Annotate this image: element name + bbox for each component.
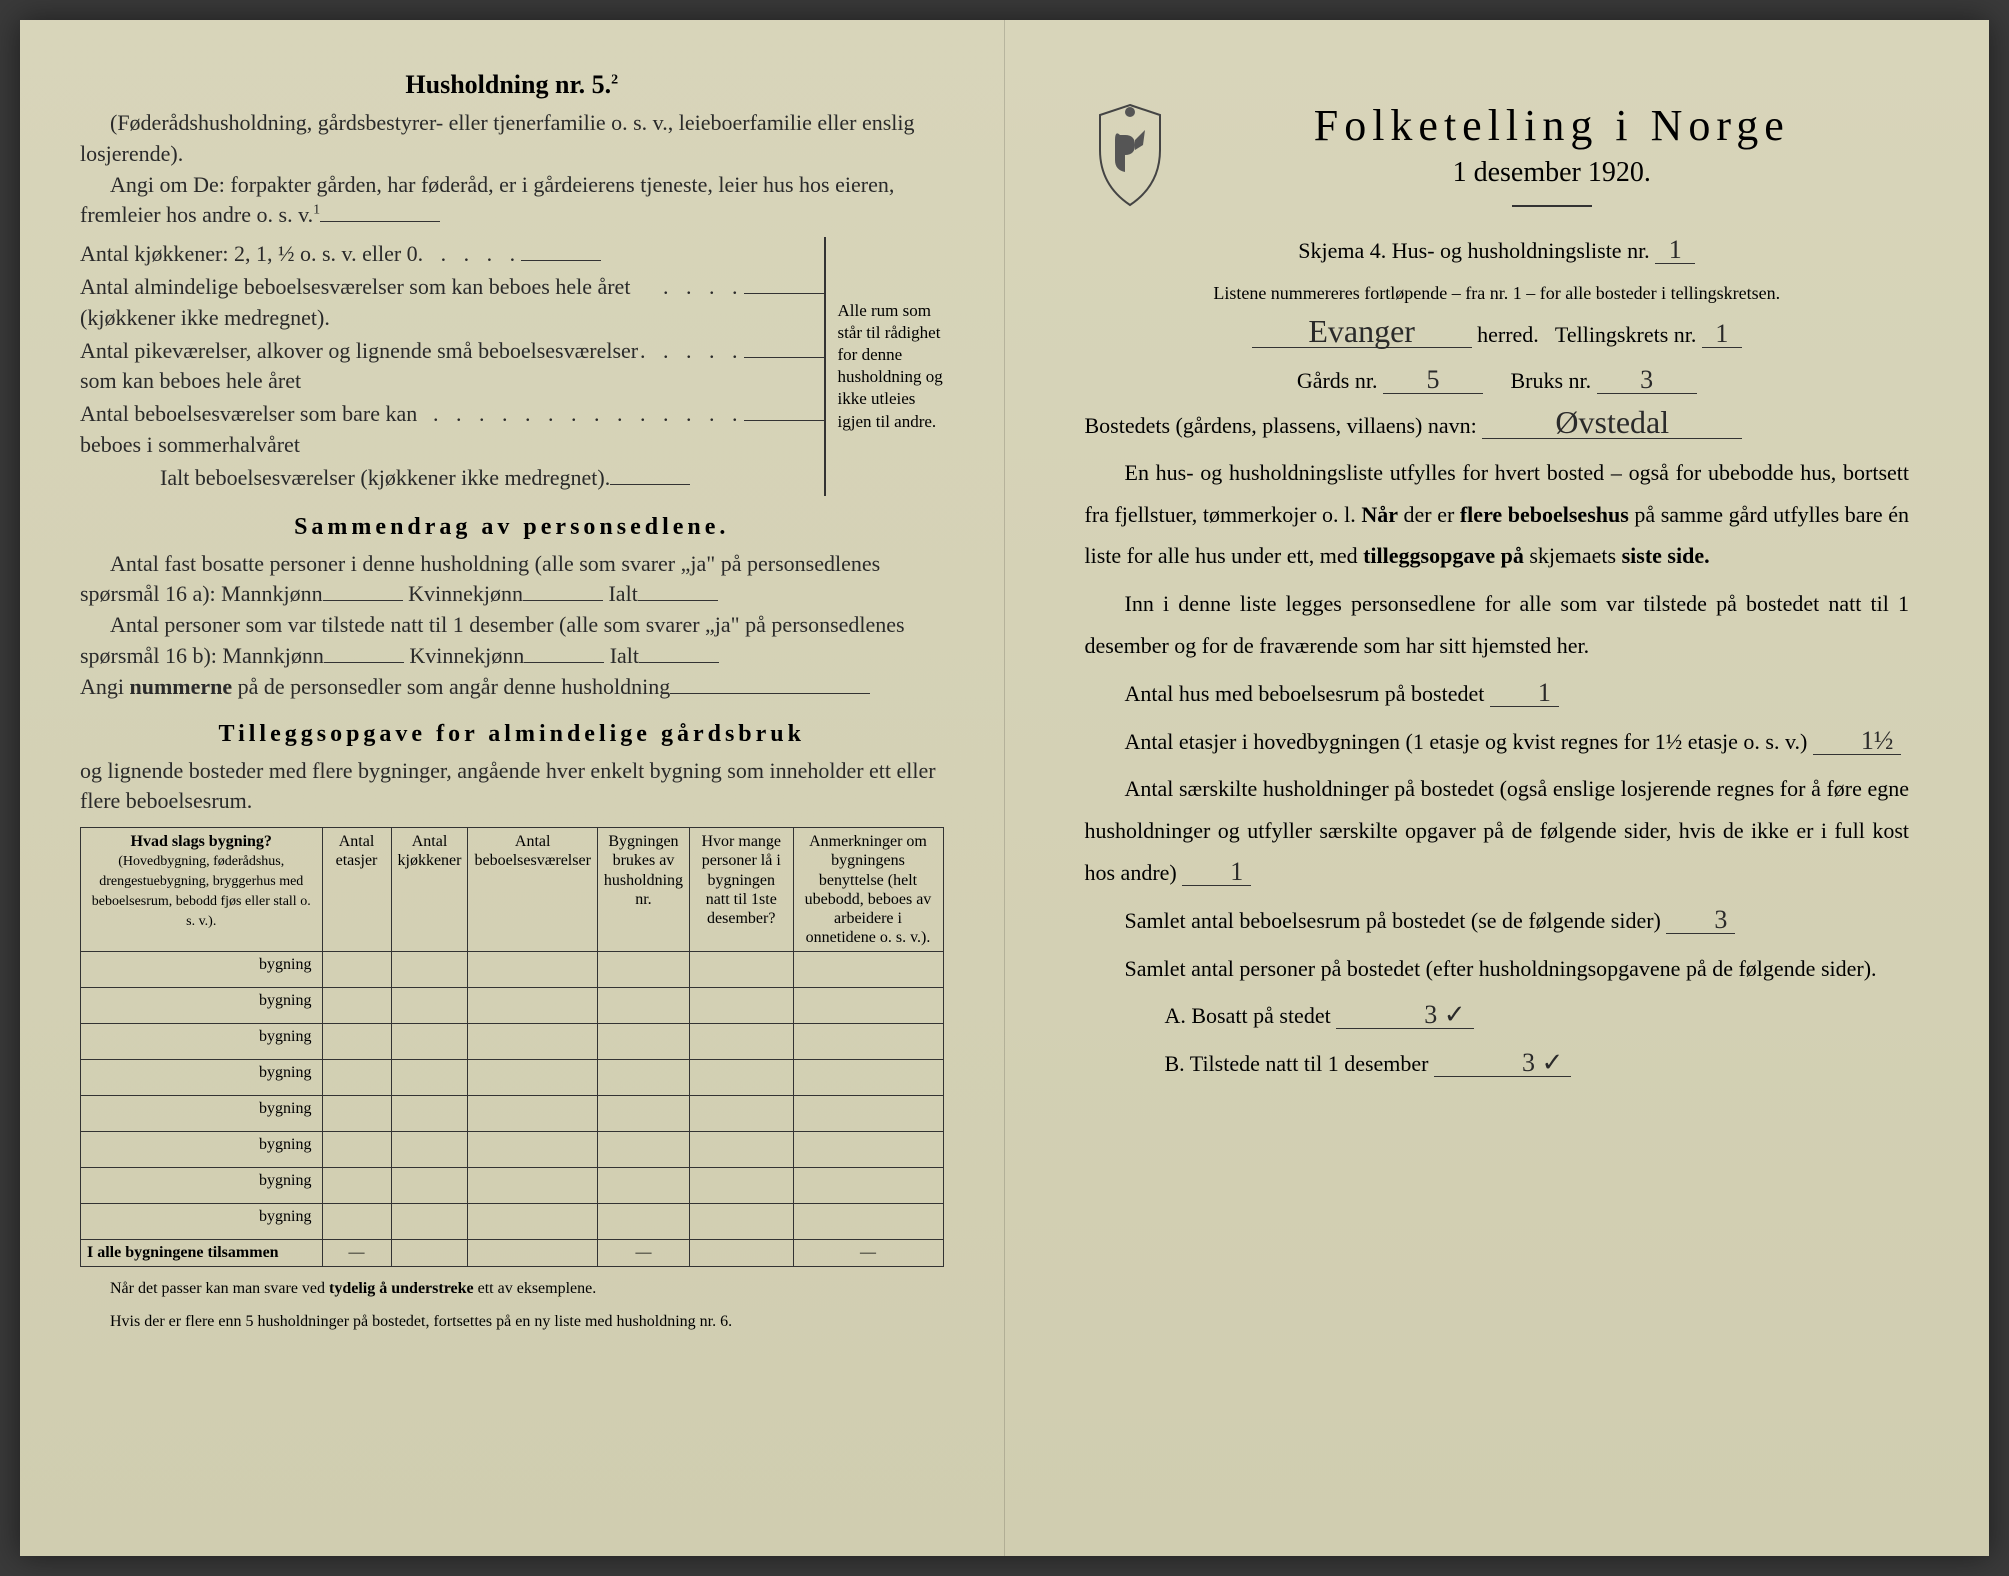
husholdning-title: Husholdning nr. 5.2 xyxy=(80,70,944,100)
table-row: bygning xyxy=(81,1204,944,1240)
footnote2: Hvis der er flere enn 5 husholdninger på… xyxy=(80,1312,944,1333)
table-row: bygning xyxy=(81,1096,944,1132)
gards-value: 5 xyxy=(1383,367,1483,394)
right-page: Folketelling i Norge 1 desember 1920. Sk… xyxy=(1005,20,1990,1556)
table-row: bygning xyxy=(81,1168,944,1204)
th-brukes: Bygningen brukes av husholdning nr. xyxy=(597,828,689,952)
skjema-value: 1 xyxy=(1655,237,1695,264)
kjokken-brace: Antal kjøkkener: 2, 1, ½ o. s. v. eller … xyxy=(80,237,944,495)
total-row-label: I alle bygningene tilsammen xyxy=(81,1240,323,1267)
table-row: bygning xyxy=(81,1024,944,1060)
tillegg-title: Tilleggsopgave for almindelige gårdsbruk xyxy=(80,721,944,748)
th-kjokken: Antal kjøkkener xyxy=(391,828,468,952)
tellingskrets-value: 1 xyxy=(1702,321,1742,348)
right-body: En hus- og husholdningsliste utfylles fo… xyxy=(1085,452,1910,1085)
table-row: bygning xyxy=(81,1060,944,1096)
herred-line: Evanger herred. Tellingskrets nr. 1 xyxy=(1085,315,1910,355)
skjema-line: Skjema 4. Hus- og husholdningsliste nr. … xyxy=(1085,231,1910,271)
samlet-beboelse: Samlet antal beboelsesrum på bostedet (s… xyxy=(1085,900,1910,942)
antal-hus-value: 1 xyxy=(1490,680,1559,707)
samlet-personer: Samlet antal personer på bostedet (efter… xyxy=(1085,948,1910,990)
antal-etasjer-value: 1½ xyxy=(1813,728,1902,755)
th-beboelse: Antal beboelsesværelser xyxy=(468,828,597,952)
th-etasjer: Antal etasjer xyxy=(322,828,391,952)
gards-line: Gårds nr. 5 Bruks nr. 3 xyxy=(1085,361,1910,401)
tilstede-value: 3 ✓ xyxy=(1434,1050,1571,1077)
bostedets-line: Bostedets (gårdens, plassens, villaens) … xyxy=(1085,406,1910,446)
tilstede-line: B. Tilstede natt til 1 desember 3 ✓ xyxy=(1085,1043,1910,1085)
sub-title: 1 desember 1920. xyxy=(1195,157,1910,189)
tillegg-table: Hvad slags bygning? (Hovedbygning, føder… xyxy=(80,827,944,1267)
para1: En hus- og husholdningsliste utfylles fo… xyxy=(1085,452,1910,577)
th-bygning: Hvad slags bygning? (Hovedbygning, føder… xyxy=(81,828,323,952)
sammendrag-title: Sammendrag av personsedlene. xyxy=(80,514,944,541)
samlet-beboelse-value: 3 xyxy=(1666,907,1735,934)
husholdning-paren: (Føderådshusholdning, gårdsbestyrer- ell… xyxy=(80,108,944,170)
antal-hus: Antal hus med beboelsesrum på bostedet 1 xyxy=(1085,673,1910,715)
footnote1: Når det passer kan man svare ved tydelig… xyxy=(80,1279,944,1300)
listene-line: Listene nummereres fortløpende – fra nr.… xyxy=(1085,277,1910,309)
antal-saerskilte: Antal særskilte husholdninger på bostede… xyxy=(1085,768,1910,893)
sammendrag-line1: Antal fast bosatte personer i denne hush… xyxy=(80,549,944,611)
th-anmerk: Anmerkninger om bygningens benyttelse (h… xyxy=(793,828,943,952)
table-row: bygning xyxy=(81,1132,944,1168)
th-personer: Hvor mange personer lå i bygningen natt … xyxy=(690,828,794,952)
bruks-value: 3 xyxy=(1597,367,1697,394)
bosatt-value: 3 ✓ xyxy=(1336,1002,1473,1029)
para2: Inn i denne liste legges personsedlene f… xyxy=(1085,583,1910,667)
antal-etasjer: Antal etasjer i hovedbygningen (1 etasje… xyxy=(1085,721,1910,763)
bostedets-value: Øvstedal xyxy=(1482,406,1742,439)
tillegg-sub: og lignende bosteder med flere bygninger… xyxy=(80,756,944,818)
table-row: bygning xyxy=(81,952,944,988)
crest-icon xyxy=(1085,100,1175,210)
document-spread: Husholdning nr. 5.2 (Føderådshusholdning… xyxy=(20,20,1989,1556)
herred-value: Evanger xyxy=(1252,315,1472,348)
husholdning-angi: Angi om De: forpakter gården, har føderå… xyxy=(80,170,944,232)
left-page: Husholdning nr. 5.2 (Føderådshusholdning… xyxy=(20,20,1005,1556)
brace-text: Alle rum som står til rådighet for denne… xyxy=(824,237,944,495)
antal-saerskilte-value: 1 xyxy=(1182,859,1251,886)
table-row: bygning xyxy=(81,988,944,1024)
sammendrag-angi: Angi nummerne på de personsedler som ang… xyxy=(80,672,944,703)
main-title: Folketelling i Norge xyxy=(1195,100,1910,151)
bosatt-line: A. Bosatt på stedet 3 ✓ xyxy=(1085,995,1910,1037)
sammendrag-line2: Antal personer som var tilstede natt til… xyxy=(80,610,944,672)
